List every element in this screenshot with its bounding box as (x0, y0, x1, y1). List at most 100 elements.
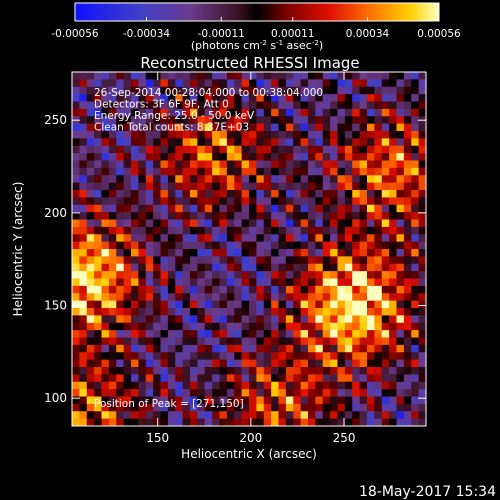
heatmap-cell (300, 330, 309, 338)
heatmap-cell (219, 249, 228, 257)
heatmap-cell (344, 94, 353, 102)
heatmap-cell (278, 381, 287, 390)
heatmap-cell (138, 212, 147, 220)
heatmap-cell (212, 374, 220, 383)
heatmap-cell (285, 249, 294, 257)
heatmap-cell (138, 160, 147, 169)
heatmap-cell (212, 403, 220, 412)
heatmap-cell (204, 367, 213, 375)
heatmap-cell (167, 344, 176, 353)
heatmap-cell (403, 79, 412, 88)
heatmap-cell (197, 256, 206, 265)
heatmap-cell (411, 160, 420, 169)
heatmap-cell (352, 160, 361, 169)
heatmap-cell (138, 322, 147, 331)
heatmap-cell (72, 108, 80, 117)
heatmap-cell (322, 212, 331, 220)
heatmap-cell (300, 123, 309, 132)
heatmap-cell (94, 381, 102, 390)
heatmap-cell (94, 86, 102, 95)
heatmap-cell (263, 263, 272, 272)
heatmap-cell (219, 263, 228, 272)
heatmap-cell (86, 403, 95, 412)
heatmap-cell (131, 153, 139, 161)
heatmap-cell (381, 116, 390, 125)
heatmap-cell (359, 359, 368, 368)
heatmap-cell (123, 403, 132, 412)
heatmap-cell (212, 249, 220, 257)
heatmap-cell (418, 190, 426, 198)
heatmap-cell (108, 226, 117, 235)
heatmap-cell (197, 86, 206, 95)
heatmap-cell (153, 256, 161, 265)
heatmap-cell (374, 330, 383, 338)
heatmap-cell (344, 153, 353, 161)
heatmap-cell (190, 411, 198, 420)
heatmap-cell (381, 381, 390, 390)
heatmap-cell (308, 123, 316, 132)
heatmap-cell (167, 352, 176, 361)
heatmap-cell (160, 293, 169, 302)
heatmap-cell (285, 72, 294, 80)
heatmap-cell (108, 256, 117, 265)
heatmap-cell (381, 101, 390, 110)
heatmap-cell (241, 352, 250, 361)
heatmap-cell (389, 300, 397, 309)
heatmap-cell (352, 344, 361, 353)
heatmap-cell (101, 359, 110, 368)
heatmap-cell (352, 293, 361, 302)
heatmap-cell (256, 234, 265, 243)
heatmap-cell (278, 403, 287, 412)
heatmap-cell (204, 197, 213, 206)
heatmap-cell (86, 116, 95, 125)
heatmap-cell (293, 204, 302, 213)
heatmap-cell (94, 212, 102, 220)
heatmap-cell (72, 160, 80, 169)
heatmap-cell (263, 389, 272, 397)
heatmap-cell (256, 249, 265, 257)
heatmap-cell (153, 234, 161, 243)
heatmap-cell (381, 204, 390, 213)
heatmap-cell (411, 411, 420, 420)
heatmap-cell (278, 300, 287, 309)
heatmap-cell (219, 256, 228, 265)
heatmap-cell (226, 123, 235, 132)
heatmap-cell (300, 263, 309, 272)
heatmap-cell (293, 153, 302, 161)
heatmap-cell (367, 108, 375, 117)
heatmap-cell (367, 330, 375, 338)
heatmap-cell (94, 396, 102, 405)
heatmap-cell (138, 403, 147, 412)
heatmap-cell (293, 300, 302, 309)
heatmap-cell (256, 359, 265, 368)
heatmap-cell (123, 256, 132, 265)
heatmap-cell (344, 167, 353, 176)
heatmap-cell (300, 352, 309, 361)
heatmap-cell (293, 138, 302, 147)
heatmap-cell (182, 212, 191, 220)
heatmap-cell (359, 374, 368, 383)
heatmap-cell (344, 160, 353, 169)
heatmap-cell (330, 108, 338, 117)
heatmap-cell (381, 293, 390, 302)
heatmap-cell (145, 131, 154, 139)
heatmap-cell (315, 101, 324, 110)
heatmap-cell (131, 263, 139, 272)
heatmap-cell (278, 330, 287, 338)
heatmap-cell (219, 278, 228, 287)
heatmap-cell (337, 131, 346, 139)
heatmap-cell (374, 381, 383, 390)
heatmap-cell (381, 337, 390, 346)
heatmap-cell (116, 396, 125, 405)
heatmap-cell (123, 145, 132, 154)
heatmap-cell (101, 108, 110, 117)
heatmap-cell (411, 212, 420, 220)
heatmap-cell (94, 182, 102, 191)
heatmap-cell (367, 241, 375, 250)
heatmap-cell (278, 271, 287, 279)
heatmap-cell (315, 263, 324, 272)
heatmap-cell (116, 263, 125, 272)
heatmap-cell (330, 381, 338, 390)
heatmap-cell (256, 160, 265, 169)
heatmap-cell (101, 197, 110, 206)
